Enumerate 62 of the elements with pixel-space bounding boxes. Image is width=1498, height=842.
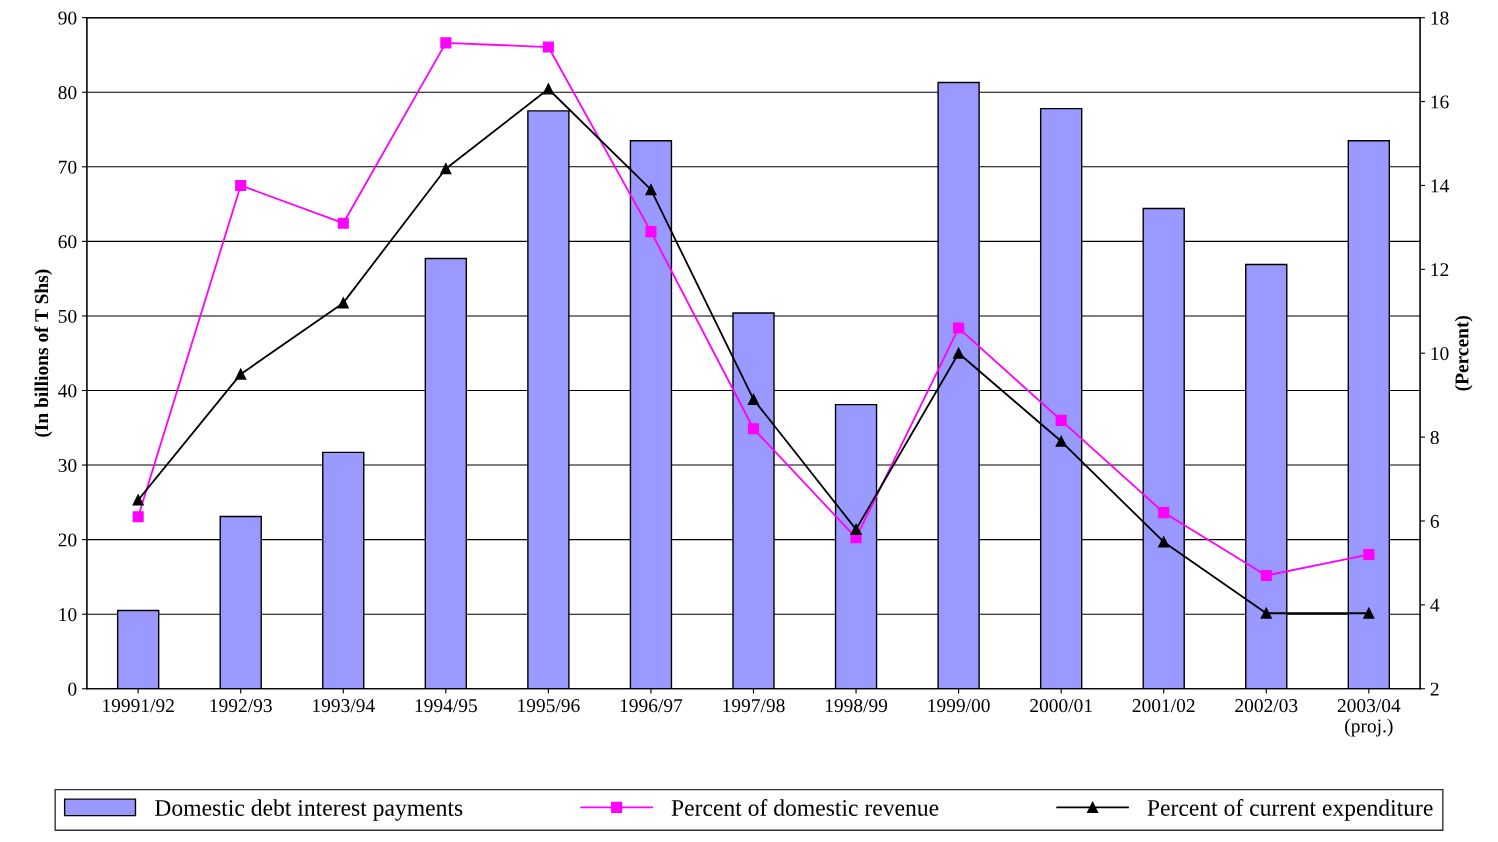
point [1260, 607, 1272, 619]
y2-tick-label: 8 [1430, 430, 1439, 445]
x-tick-label: 1993/94 [313, 699, 375, 713]
point [747, 393, 760, 405]
point [953, 322, 965, 334]
y2-tick-label: 4 [1430, 598, 1440, 612]
x-tick-label: 2003/04 (proj.) [1337, 699, 1401, 737]
x-tick-label: 1994/95 [415, 699, 477, 713]
y-tick-label: 40 [58, 384, 77, 398]
point [542, 83, 554, 95]
point [1158, 507, 1170, 519]
y-tick-label: 50 [58, 309, 77, 323]
x-tick-label: 1998/99 [825, 699, 888, 713]
y2-tick-label: 12 [1431, 263, 1449, 277]
x-tick-label: 2000/01 [1030, 699, 1092, 713]
point [645, 226, 657, 238]
y-tick-label: 20 [58, 533, 77, 547]
legend-label: Percent of domestic revenue [671, 799, 939, 816]
x-tick-label: 1992/93 [210, 699, 272, 713]
point [235, 368, 247, 380]
x-tick-label: 1996/97 [620, 699, 683, 713]
y2-tick-label: 18 [1431, 11, 1449, 25]
point [132, 511, 144, 523]
y2-tick-label: 10 [1431, 347, 1449, 361]
y2-tick-label: 16 [1431, 95, 1449, 109]
x-tick-label: 1999/00 [928, 699, 990, 713]
x-tick-label: 19991/92 [103, 699, 174, 713]
y-tick-label: 70 [59, 160, 77, 174]
y-tick-label: 0 [68, 682, 77, 696]
point [235, 179, 247, 192]
y-tick-label: 30 [58, 458, 77, 472]
x-tick-label: 1997/98 [723, 699, 785, 713]
legend-label: Percent of current expenditure [1147, 799, 1433, 821]
x-tick-label: 2002/03 [1235, 699, 1298, 713]
point [1055, 414, 1067, 426]
legend-label: Domestic debt interest payments [155, 799, 463, 821]
point [132, 494, 144, 506]
point [1158, 536, 1170, 548]
point [850, 523, 862, 535]
y-tick-label: 80 [58, 86, 77, 100]
y2-axis-title: (Percent) [1454, 315, 1473, 391]
y-axis-title: (In billions of T Shs) [34, 269, 53, 437]
point [747, 423, 760, 435]
y-tick-label: 90 [58, 11, 77, 25]
point [1260, 569, 1272, 582]
point [337, 297, 349, 309]
point [542, 41, 554, 53]
x-tick-label: 2001/02 [1132, 699, 1195, 713]
y-tick-label: 10 [59, 608, 77, 622]
point [1055, 435, 1067, 447]
point [1363, 548, 1375, 561]
point [645, 184, 657, 196]
x-tick-label: 1995/96 [518, 699, 580, 713]
y2-tick-label: 14 [1431, 179, 1449, 193]
y2-tick-label: 6 [1430, 514, 1439, 528]
point [440, 163, 452, 175]
point [953, 347, 965, 359]
point [1363, 607, 1375, 619]
point [337, 217, 349, 229]
y-tick-label: 60 [58, 235, 77, 249]
y2-tick-label: 2 [1430, 682, 1439, 696]
point [440, 37, 452, 49]
